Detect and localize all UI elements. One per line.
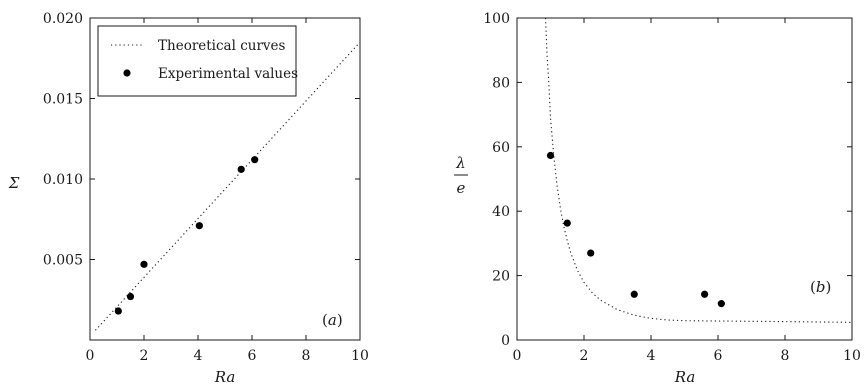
- experimental-point-b: [717, 300, 725, 308]
- series-b: [544, 17, 853, 323]
- x-tick-label-a: 4: [194, 348, 203, 364]
- panel-a: 0 2 4 6 8 10 0.005 0.010 0.015 0.020 Theoretical …: [8, 11, 369, 386]
- x-axis-label-b: Ra: [674, 368, 696, 386]
- x-tick-label-b: 8: [781, 348, 790, 364]
- x-tick-label-a: 8: [302, 348, 311, 364]
- y-tick-label-a: 0.005: [43, 253, 83, 269]
- panel-label-b: (b): [810, 278, 831, 296]
- theoretical-curve-b: [544, 17, 853, 323]
- x-tick-label-a: 2: [140, 348, 149, 364]
- x-tick-label-a: 0: [86, 348, 95, 364]
- experimental-point-b: [546, 151, 555, 160]
- y-axis-label-b-denominator: e: [457, 179, 466, 197]
- legend: Theoretical curves Experimental values: [97, 25, 298, 97]
- plot-frame-b: [516, 17, 853, 341]
- experimental-point-b: [563, 219, 571, 227]
- experimental-point-a: [195, 222, 203, 230]
- y-tick-label-b: 80: [492, 75, 510, 91]
- y-tick-label-b: 40: [492, 204, 510, 220]
- y-axis-label-a: Σ: [8, 174, 20, 192]
- x-tick-label-b: 10: [843, 348, 861, 364]
- y-tick-label-b: 60: [492, 140, 510, 156]
- series-a: [94, 41, 361, 331]
- x-tick-label-a: 6: [248, 348, 257, 364]
- legend-point-swatch: [123, 69, 131, 77]
- y-tick-label-a: 0.010: [43, 172, 83, 188]
- x-tick-label-b: 4: [647, 348, 656, 364]
- y-axis-label-b-numerator: λ: [455, 154, 466, 172]
- y-tick-label-a: 0.015: [43, 92, 83, 108]
- experimental-point-b: [701, 290, 709, 298]
- panel-label-a: (a): [322, 311, 343, 329]
- y-tick-label-b: 0: [501, 333, 510, 349]
- experimental-point-a: [126, 292, 135, 301]
- y-tick-label-a: 0.020: [43, 11, 83, 27]
- legend-entry-experimental: Experimental values: [158, 66, 298, 82]
- ticks-a: 0 2 4 6 8 10 0.005 0.010 0.015 0.020: [43, 11, 369, 364]
- y-tick-label-b: 100: [483, 11, 510, 27]
- x-axis-label-a: Ra: [214, 368, 236, 386]
- experimental-point-a: [140, 260, 148, 268]
- x-tick-label-b: 0: [513, 348, 522, 364]
- experimental-point-a: [114, 307, 122, 315]
- legend-entry-theoretical: Theoretical curves: [158, 38, 286, 54]
- y-tick-label-b: 20: [492, 269, 510, 285]
- experimental-point-a: [251, 156, 259, 164]
- experimental-point-b: [587, 249, 595, 257]
- y-axis-label-b: λ e: [454, 154, 468, 197]
- x-tick-label-b: 6: [714, 348, 723, 364]
- x-tick-label-a: 10: [351, 348, 369, 364]
- x-tick-label-b: 2: [580, 348, 589, 364]
- experimental-point-a: [237, 165, 245, 173]
- experimental-point-b: [630, 290, 638, 298]
- legend-box: [97, 25, 297, 97]
